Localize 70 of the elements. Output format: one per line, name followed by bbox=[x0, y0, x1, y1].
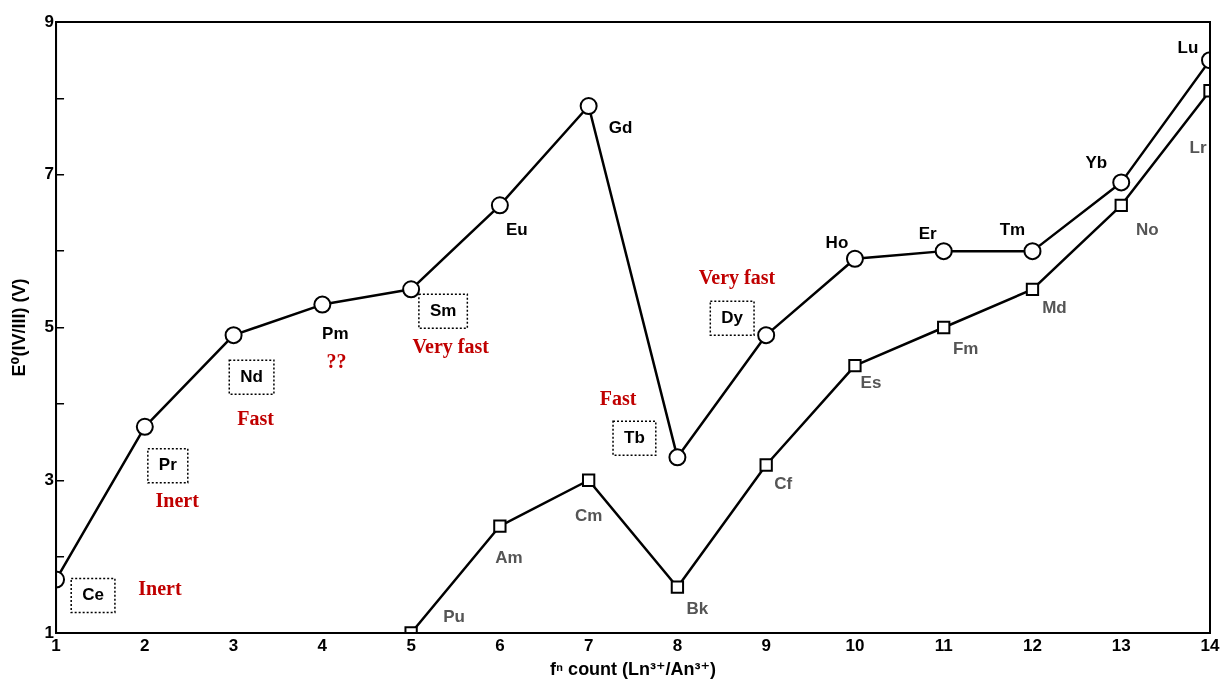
annotation: Very fast bbox=[412, 334, 490, 358]
x-axis-title: fⁿ count (Ln³⁺/An³⁺) bbox=[549, 659, 717, 680]
y-tick-label: 9 bbox=[44, 11, 55, 31]
annotation: Very fast bbox=[698, 266, 776, 290]
x-tick-label: 2 bbox=[140, 635, 150, 655]
annotation: Fast bbox=[599, 387, 637, 410]
data-label: Gd bbox=[608, 117, 633, 137]
data-label: Eu bbox=[506, 219, 528, 239]
point bbox=[313, 295, 332, 314]
point bbox=[1023, 242, 1042, 261]
point bbox=[1114, 198, 1128, 212]
point bbox=[757, 326, 776, 345]
point bbox=[670, 580, 685, 594]
x-tick-label: 10 bbox=[845, 635, 865, 655]
point bbox=[759, 458, 773, 472]
point bbox=[1112, 173, 1131, 192]
data-label: Ho bbox=[825, 233, 849, 253]
data-label: Er bbox=[918, 223, 938, 243]
data-label: Am bbox=[495, 547, 523, 567]
data-label: Cf bbox=[774, 473, 793, 493]
data-label: Nd bbox=[240, 366, 263, 386]
data-label: Ce bbox=[82, 585, 104, 605]
point bbox=[135, 417, 154, 436]
data-label: Cm bbox=[574, 505, 603, 525]
data-label: Fm bbox=[952, 339, 979, 359]
data-label: Bk bbox=[686, 598, 709, 618]
x-tick-label: 9 bbox=[761, 635, 771, 655]
point bbox=[845, 249, 864, 268]
data-label: Pu bbox=[443, 606, 465, 626]
data-label: Tb bbox=[624, 428, 645, 448]
x-tick-label: 11 bbox=[934, 635, 953, 655]
x-tick-label: 6 bbox=[495, 635, 505, 655]
x-tick-label: 4 bbox=[317, 635, 328, 655]
data-label: Pr bbox=[158, 455, 178, 475]
x-tick-label: 8 bbox=[672, 635, 683, 655]
point bbox=[579, 97, 598, 116]
data-label: Es bbox=[860, 373, 882, 393]
point bbox=[493, 519, 507, 533]
point bbox=[937, 320, 951, 335]
point bbox=[402, 280, 421, 299]
data-label: Lr bbox=[1189, 138, 1207, 158]
data-label: Dy bbox=[721, 307, 744, 327]
point bbox=[668, 448, 687, 467]
data-label: Yb bbox=[1085, 153, 1108, 173]
annotation: ?? bbox=[326, 350, 347, 373]
point bbox=[934, 242, 953, 261]
data-label: No bbox=[1135, 219, 1159, 239]
point bbox=[1025, 282, 1040, 296]
data-label: Tm bbox=[999, 219, 1026, 239]
data-label: Md bbox=[1042, 298, 1067, 317]
x-tick-label: 3 bbox=[228, 635, 239, 655]
data-label: Sm bbox=[429, 301, 457, 320]
point bbox=[224, 326, 243, 345]
x-tick-label: 13 bbox=[1111, 635, 1131, 655]
point bbox=[581, 473, 596, 487]
annotation: Inert bbox=[138, 576, 182, 599]
annotation: Fast bbox=[237, 406, 275, 429]
y-tick-label: 5 bbox=[44, 317, 55, 337]
data-label: Pm bbox=[322, 324, 349, 344]
data-label: Lu bbox=[1177, 37, 1199, 57]
x-tick-label: 12 bbox=[1023, 635, 1042, 655]
y-tick-label: 7 bbox=[44, 164, 55, 184]
y-axis-title: E⁰(IV/III) (V) bbox=[8, 278, 29, 377]
x-tick-label: 7 bbox=[583, 635, 594, 655]
y-tick-label: 3 bbox=[44, 469, 55, 489]
annotation: Inert bbox=[155, 488, 200, 511]
x-tick-label: 5 bbox=[406, 635, 416, 655]
point bbox=[490, 196, 509, 215]
x-tick-label: 14 bbox=[1200, 635, 1220, 655]
point bbox=[848, 359, 862, 373]
